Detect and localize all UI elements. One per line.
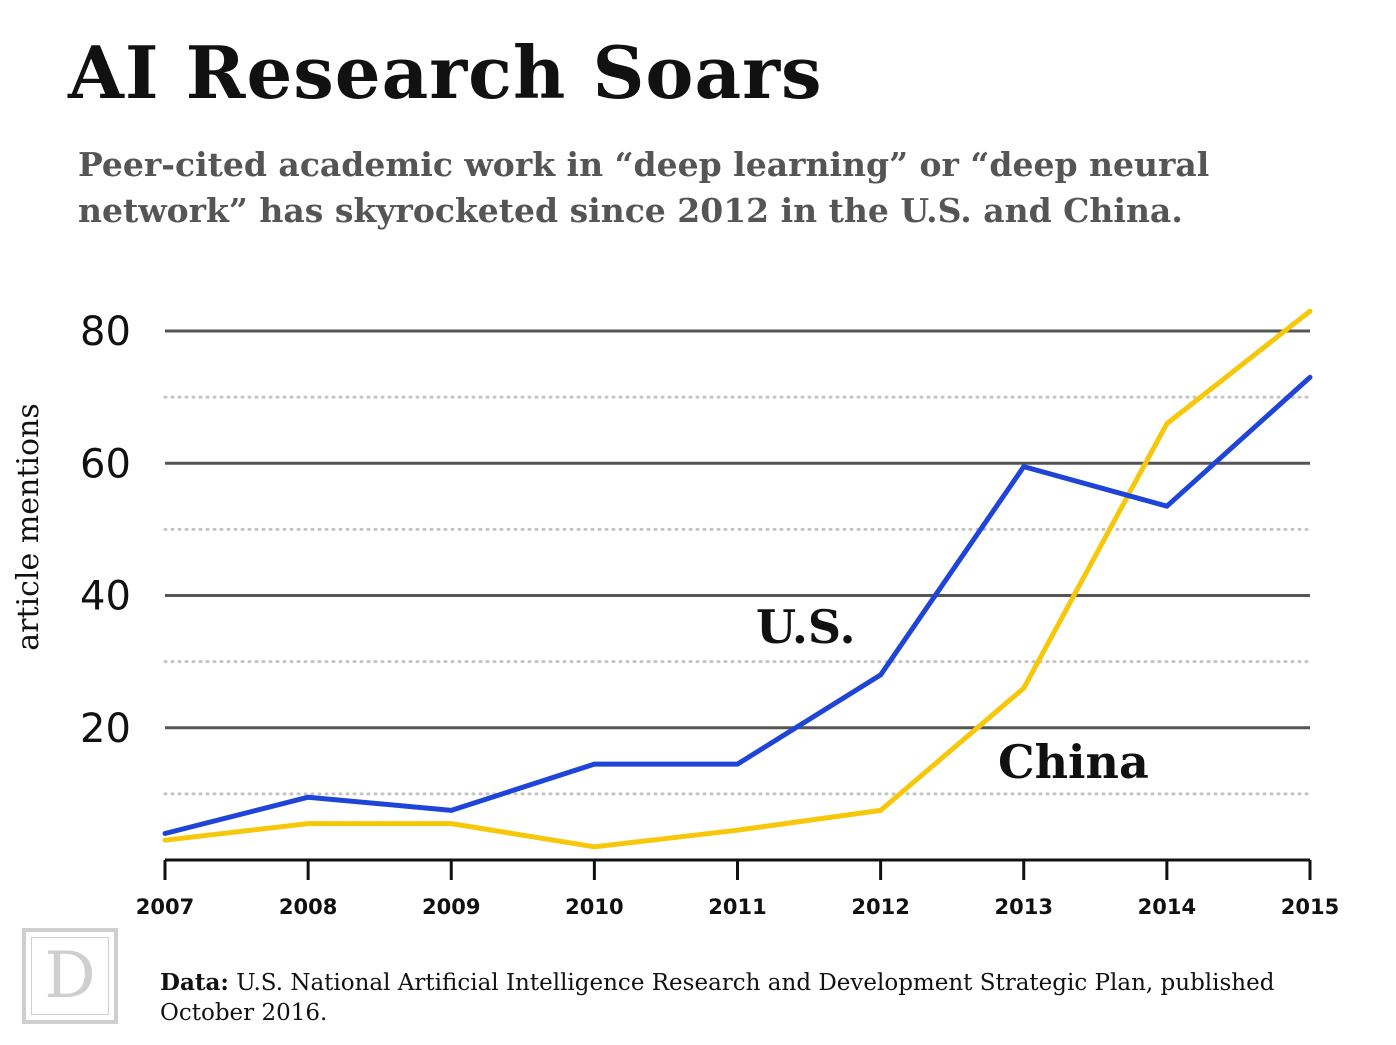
x-tick-label: 2014 — [1138, 895, 1196, 919]
y-tick-label: 80 — [80, 309, 131, 355]
series-label-china: China — [998, 735, 1149, 789]
x-tick-label: 2007 — [136, 895, 194, 919]
y-tick-label: 40 — [80, 574, 131, 620]
logo-letter: D — [31, 937, 109, 1015]
y-axis-label: article mentions — [11, 403, 46, 651]
x-tick-label: 2009 — [422, 895, 480, 919]
chart-title: AI Research Soars — [68, 30, 823, 115]
x-tick-label: 2015 — [1281, 895, 1339, 919]
x-tick-label: 2008 — [279, 895, 337, 919]
chart-subtitle: Peer-cited academic work in “deep learni… — [78, 145, 1210, 230]
x-tick-label: 2010 — [565, 895, 623, 919]
minor-gridlines — [163, 395, 1312, 796]
series-line-china — [162, 308, 1313, 850]
x-axis: 2007 2008 2009 2010 2011 2012 2013 2014 2015 — [136, 858, 1339, 919]
source-label: Data: — [160, 969, 229, 996]
x-tick-label: 2013 — [995, 895, 1053, 919]
y-tick-label: 20 — [80, 706, 131, 752]
x-tick-label: 2012 — [851, 895, 909, 919]
source-note: Data: U.S. National Artificial Intellige… — [160, 968, 1360, 1028]
major-gridlines — [165, 329, 1310, 730]
series-line-us — [162, 374, 1313, 836]
source-text: U.S. National Artificial Intelligence Re… — [160, 970, 1275, 1026]
y-tick-labels: 20 40 60 80 — [80, 309, 131, 752]
series-label-us: U.S. — [756, 600, 856, 654]
publisher-logo: D — [22, 928, 118, 1024]
line-chart: 20 40 60 80 2007 2008 2009 2010 2011 2012 2013 201… — [11, 308, 1339, 919]
series-lines — [162, 308, 1313, 850]
x-tick-label: 2011 — [708, 895, 766, 919]
y-tick-label: 60 — [80, 441, 131, 487]
